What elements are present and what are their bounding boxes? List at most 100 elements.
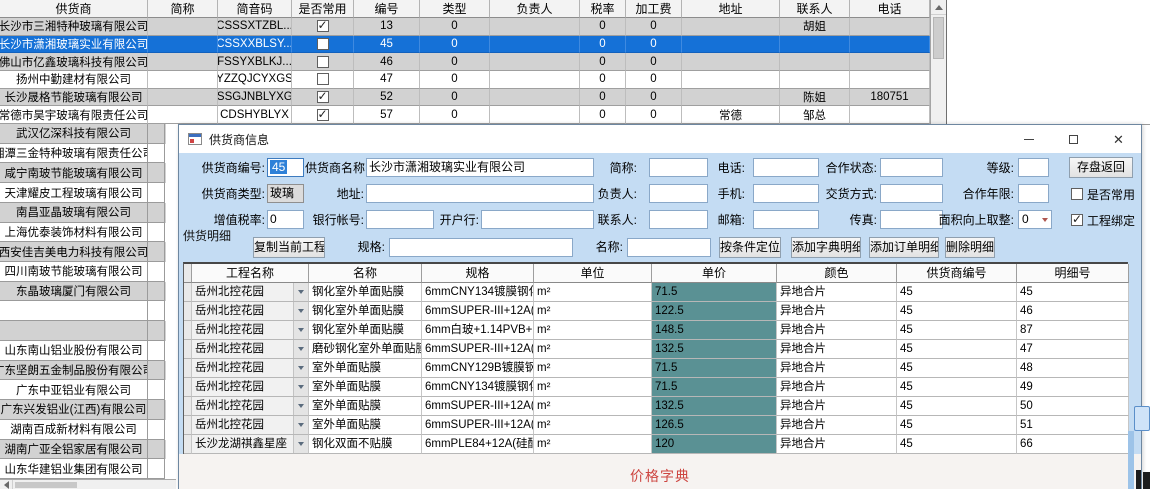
supplier-list-row[interactable]: 武汉亿深科技有限公司: [0, 124, 166, 144]
project-binding-checkbox-group[interactable]: 工程绑定: [1071, 210, 1135, 230]
supplier-row[interactable]: 长沙晟格节能玻璃有限公司CSSGJNBLYXGS52000陈姐180751: [0, 88, 946, 107]
supplier-list-row[interactable]: [0, 301, 166, 322]
column-header[interactable]: 税率: [580, 0, 626, 18]
column-header[interactable]: 类型: [420, 0, 490, 18]
column-header[interactable]: 是否常用: [292, 0, 354, 18]
supplier-list-row[interactable]: 山东华建铝业集团有限公司: [0, 459, 166, 479]
combo-dropdown-button[interactable]: [293, 397, 308, 415]
column-header[interactable]: 简音码: [218, 0, 292, 18]
row-selector[interactable]: [184, 378, 192, 397]
supplier-no-input[interactable]: 45: [267, 158, 304, 177]
row-selector[interactable]: [184, 397, 192, 416]
combo-dropdown-button[interactable]: [293, 435, 308, 453]
combo-dropdown-button[interactable]: [293, 321, 308, 339]
project-combo-cell[interactable]: 岳州北控花园: [192, 283, 309, 302]
supplier-list-row[interactable]: 广东兴发铝业(江西)有限公司: [0, 400, 166, 420]
combo-dropdown-button[interactable]: [293, 340, 308, 358]
fax-input[interactable]: [880, 210, 943, 229]
suppliers-horizontal-scrollbar[interactable]: [0, 479, 176, 489]
leader-input[interactable]: [649, 184, 708, 203]
project-combo-cell[interactable]: 岳州北控花园: [192, 378, 309, 397]
column-header[interactable]: 地址: [682, 0, 780, 18]
is-common-checkbox-group[interactable]: 是否常用: [1071, 184, 1135, 204]
row-selector[interactable]: [184, 435, 192, 454]
dropdown-button[interactable]: [1038, 211, 1051, 228]
minimize-button[interactable]: [1006, 125, 1051, 153]
column-header[interactable]: 负责人: [490, 0, 580, 18]
bank-branch-input[interactable]: [481, 210, 594, 229]
supplier-row[interactable]: 常德市昊宇玻璃有限责任公司CDSHYBLYX57000常德邹总: [0, 106, 946, 125]
detail-row[interactable]: 岳州北控花园 钢化室外单面贴膜 6mmCNY134镀膜钢化 m² 71.5 异地合片 45 4…: [184, 283, 1129, 302]
scrollbar-thumb[interactable]: [933, 17, 944, 59]
phone-input[interactable]: [753, 158, 819, 177]
supplier-list-row[interactable]: 湘潭三金特种玻璃有限责任公司: [0, 143, 166, 164]
add-dictionary-detail-button[interactable]: 添加字典明细: [791, 237, 861, 258]
is-common-checkbox[interactable]: [316, 73, 329, 86]
detail-column-header[interactable]: 名称: [309, 264, 422, 283]
project-combo-cell[interactable]: 岳州北控花园: [192, 321, 309, 340]
combo-dropdown-button[interactable]: [293, 283, 308, 301]
project-combo-cell[interactable]: 长沙龙湖祺鑫星座: [192, 435, 309, 454]
supplier-list-row[interactable]: 广东中亚铝业有限公司: [0, 380, 166, 401]
add-order-detail-button[interactable]: 添加订单明细: [869, 237, 939, 258]
is-common-checkbox[interactable]: [316, 55, 329, 68]
detail-row[interactable]: 岳州北控花园 磨砂钢化室外单面贴膜6mmSUPER-III+12A(硅...m²1…: [184, 340, 1129, 359]
detail-row[interactable]: 岳州北控花园 室外单面贴膜6mmSUPER-III+12A(硅...m²132.5…: [184, 397, 1129, 416]
supplier-name-input[interactable]: 长沙市潇湘玻璃实业有限公司: [366, 158, 594, 177]
column-header[interactable]: 联系人: [780, 0, 850, 18]
row-selector[interactable]: [184, 283, 192, 302]
close-button[interactable]: ✕: [1096, 125, 1141, 153]
supplier-list-row[interactable]: 西安佳吉美电力科技有限公司: [0, 242, 166, 263]
detail-column-header[interactable]: 单价: [652, 264, 777, 283]
row-selector[interactable]: [184, 416, 192, 435]
vat-rate-input[interactable]: 0: [267, 210, 304, 229]
supplier-row[interactable]: 佛山市亿鑫玻璃科技有限公司 FSSYXBLKJ... 46 0 0 0: [0, 53, 946, 72]
column-header[interactable]: 简称: [148, 0, 218, 18]
column-header[interactable]: 编号: [354, 0, 420, 18]
row-selector[interactable]: [184, 359, 192, 378]
supplier-list-row[interactable]: 咸宁南玻节能玻璃有限公司: [0, 163, 166, 184]
detail-row[interactable]: 长沙龙湖祺鑫星座 钢化双面不贴膜6mmPLE84+12A(硅酮胶...m²120异…: [184, 435, 1129, 454]
coop-years-input[interactable]: [1018, 184, 1049, 203]
detail-column-header[interactable]: 颜色: [777, 264, 897, 283]
project-combo-cell[interactable]: 岳州北控花园: [192, 397, 309, 416]
detail-row[interactable]: 岳州北控花园 钢化室外单面贴膜6mm白玻+1.14PVB+6mm...m²148.…: [184, 321, 1129, 340]
bank-account-input[interactable]: [366, 210, 434, 229]
contact-input[interactable]: [649, 210, 708, 229]
project-combo-cell[interactable]: 岳州北控花园: [192, 416, 309, 435]
scrollbar-thumb[interactable]: [15, 481, 77, 488]
is-common-checkbox[interactable]: [316, 38, 329, 51]
combo-dropdown-button[interactable]: [293, 416, 308, 434]
supplier-list-row[interactable]: 广东坚朗五金制品股份有限公司: [0, 360, 166, 381]
detail-column-header[interactable]: 明细号: [1017, 264, 1129, 283]
scroll-up-button[interactable]: [931, 0, 946, 15]
email-input[interactable]: [753, 210, 819, 229]
dialog-title-bar[interactable]: 供货商信息 ✕: [179, 125, 1141, 153]
row-selector[interactable]: [184, 321, 192, 340]
supplier-list-row[interactable]: 天津耀皮工程玻璃有限公司: [0, 183, 166, 203]
supplier-list-row[interactable]: 山东南山铝业股份有限公司: [0, 340, 166, 361]
supplier-list-row[interactable]: 上海优泰装饰材料有限公司: [0, 222, 166, 243]
column-header[interactable]: 加工费: [626, 0, 682, 18]
delete-detail-button[interactable]: 删除明细: [945, 237, 995, 258]
spec-filter-input[interactable]: [389, 238, 573, 257]
detail-column-header[interactable]: 工程名称: [192, 264, 309, 283]
combo-dropdown-button[interactable]: [293, 359, 308, 377]
project-combo-cell[interactable]: 岳州北控花园: [192, 359, 309, 378]
locate-by-condition-button[interactable]: 按条件定位: [719, 237, 781, 258]
is-common-checkbox[interactable]: [316, 107, 329, 121]
column-header[interactable]: 供货商: [0, 0, 148, 18]
detail-column-header[interactable]: 供货商编号: [897, 264, 1017, 283]
is-common-checkbox[interactable]: [316, 18, 329, 33]
supplier-list-row[interactable]: 四川南玻节能玻璃有限公司: [0, 262, 166, 282]
supplier-list-row[interactable]: 南昌亚晶玻璃有限公司: [0, 202, 166, 223]
project-binding-checkbox[interactable]: [1071, 212, 1083, 226]
abbr-input[interactable]: [649, 158, 708, 177]
mobile-input[interactable]: [753, 184, 819, 203]
combo-dropdown-button[interactable]: [293, 378, 308, 396]
detail-column-header[interactable]: 规格: [422, 264, 534, 283]
save-return-button[interactable]: 存盘返回: [1069, 157, 1133, 178]
maximize-button[interactable]: [1051, 125, 1096, 153]
suppliers-vertical-scrollbar[interactable]: [930, 0, 946, 124]
detail-column-header[interactable]: 单位: [534, 264, 652, 283]
